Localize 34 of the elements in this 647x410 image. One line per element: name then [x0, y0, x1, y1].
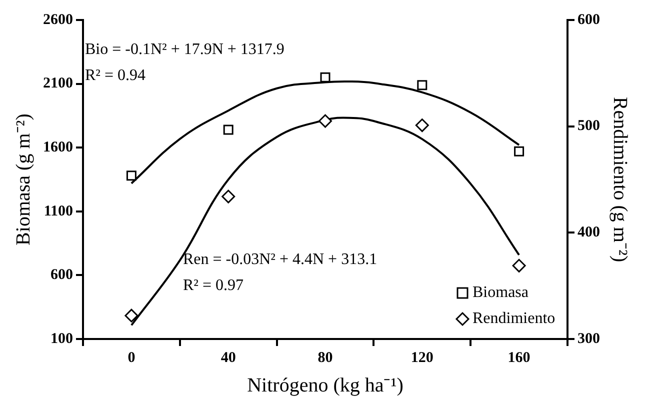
- point: [512, 258, 526, 272]
- annotation: R² = 0.94: [85, 67, 146, 84]
- y-axis-title: Biomasa (g m⁻²): [12, 114, 34, 246]
- annotation: R² = 0.97: [183, 277, 244, 294]
- x-tick-label: 40: [220, 350, 236, 366]
- annotation: Bio = -0.1N² + 17.9N + 1317.9: [85, 41, 284, 58]
- y-tick-label: 600: [50, 267, 73, 284]
- y2-tick-label: 300: [578, 330, 600, 347]
- point: [124, 308, 138, 322]
- y-tick-label: 1100: [44, 203, 73, 220]
- x-tick-label: 160: [508, 350, 530, 366]
- point: [514, 146, 524, 156]
- point: [126, 170, 136, 181]
- legend-label: Biomasa: [472, 284, 528, 302]
- y-tick-label: 100: [50, 330, 73, 347]
- y-tick-label: 2600: [43, 12, 73, 28]
- y2-tick-label: 400: [578, 224, 600, 241]
- point: [318, 114, 332, 128]
- y2-tick-label: 600: [578, 12, 600, 28]
- x-axis-title: Nitrógeno (kg ha⁻¹): [247, 374, 404, 396]
- point: [320, 72, 330, 82]
- x-tick-label: 0: [128, 350, 136, 366]
- y2-axis-title: Rendimiento (g m⁻²): [608, 96, 631, 262]
- point: [223, 124, 234, 135]
- point: [417, 80, 428, 90]
- point: [415, 118, 429, 132]
- x-tick-label: 80: [318, 350, 333, 366]
- point: [222, 190, 236, 204]
- y-tick-label: 2100: [43, 76, 73, 92]
- annotation: Ren = -0.03N² + 4.4N + 313.1: [183, 251, 378, 268]
- legend-label: Rendimiento: [472, 310, 556, 328]
- y-tick-label: 1600: [43, 139, 73, 156]
- x-tick-label: 120: [410, 350, 434, 366]
- y2-tick-label: 500: [578, 118, 600, 134]
